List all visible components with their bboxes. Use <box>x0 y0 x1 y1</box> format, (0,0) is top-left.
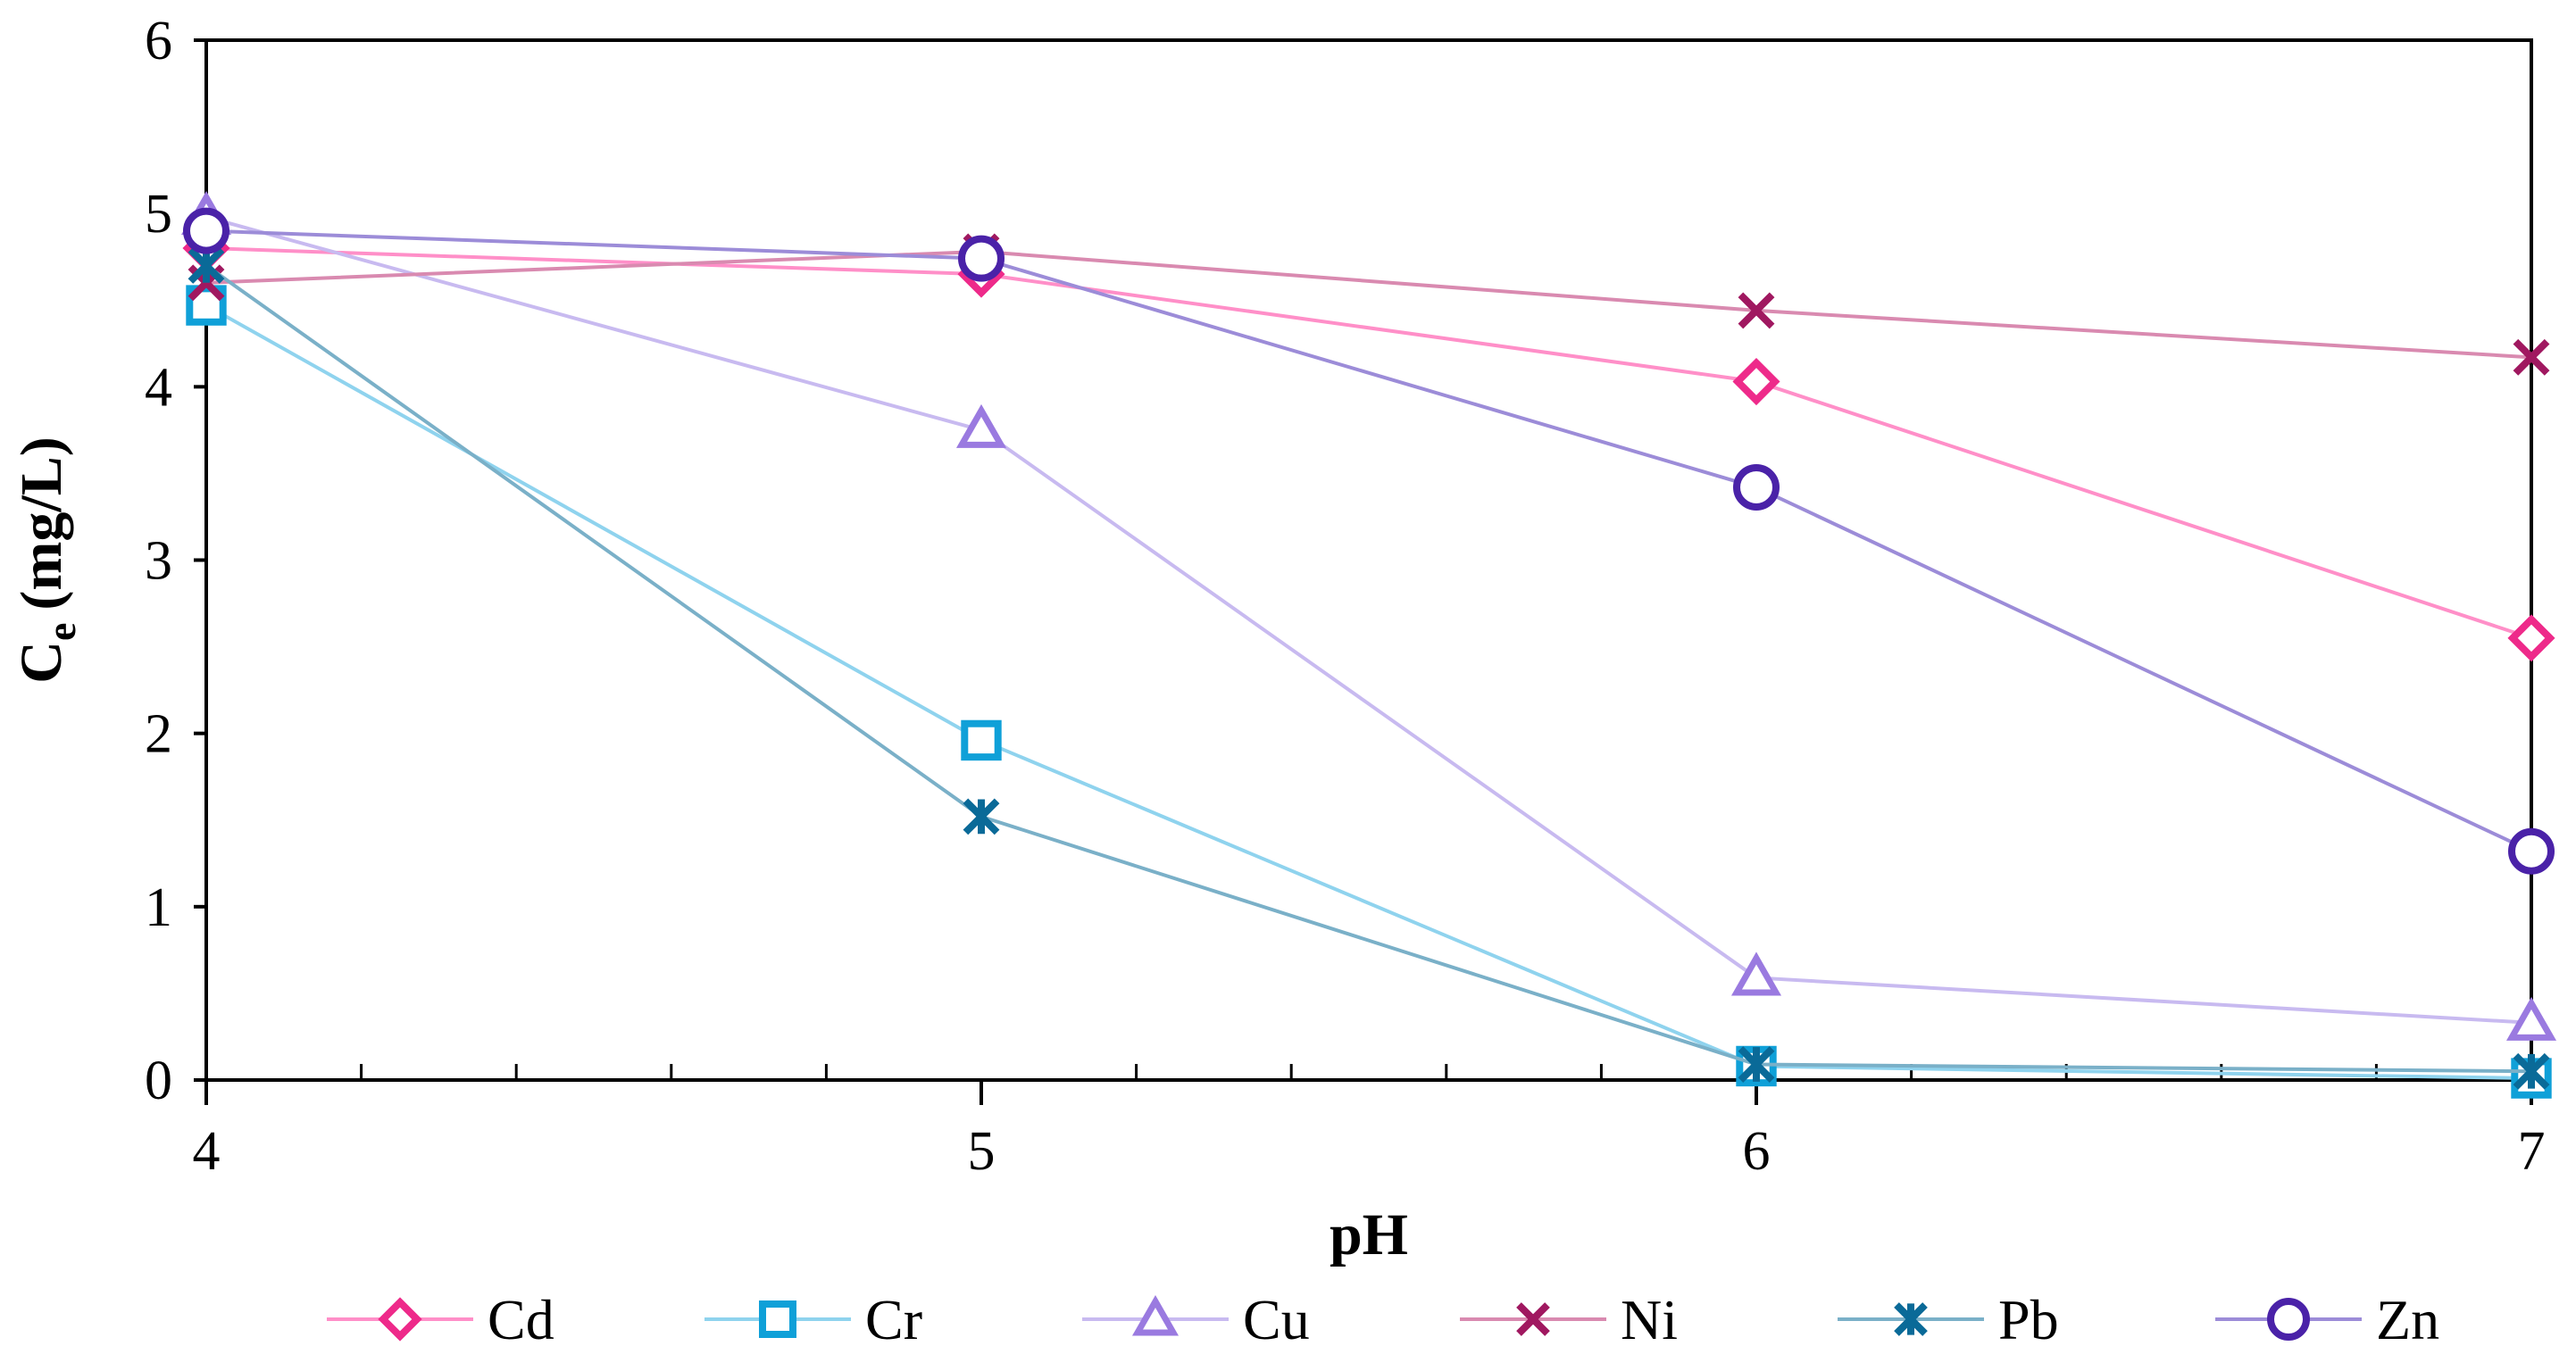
triangle-marker <box>1131 1294 1180 1336</box>
y-axis-title-subscript: e <box>38 623 84 641</box>
y-tick-label: 0 <box>145 1051 172 1111</box>
data-point-zn <box>1733 463 1780 511</box>
x-marker-stroke <box>1738 292 1775 329</box>
labels: pH Ce (mg/L) <box>9 436 1408 1267</box>
series-line-cu <box>205 215 2532 1025</box>
y-axis-title-main: C <box>9 641 74 684</box>
legend-item-cu: Cu <box>1082 1288 1310 1351</box>
diamond-marker <box>1732 357 1780 406</box>
triangle-marker <box>1730 951 1782 996</box>
diamond-marker <box>2507 614 2555 662</box>
data-point-zn <box>183 207 229 254</box>
series-line-cr <box>205 303 2532 1081</box>
data-point-pb <box>963 798 1000 835</box>
circle-marker <box>958 235 1005 282</box>
data-point-cd <box>2507 614 2555 662</box>
legend-item-zn: Zn <box>2215 1288 2439 1351</box>
data-point-zn <box>2508 827 2555 875</box>
legend-item-pb: Pb <box>1838 1288 2059 1351</box>
series-zn <box>183 207 2555 875</box>
circle-marker <box>2508 827 2555 875</box>
legend-item-cr: Cr <box>704 1288 922 1351</box>
data-point-ni <box>1738 292 1775 329</box>
series-line-pb <box>204 263 2532 1074</box>
legend-label-cd: Cd <box>488 1288 554 1351</box>
circle-marker <box>2267 1298 2310 1341</box>
diamond-marker <box>378 1297 422 1342</box>
data-point-cd <box>1732 357 1780 406</box>
legend-marker-cd <box>378 1297 422 1342</box>
series-line-zn <box>205 228 2532 853</box>
axes: 0 1 2 3 4 5 6 4 5 6 7 <box>145 11 2546 1182</box>
x-tick-label: 4 <box>193 1121 221 1182</box>
x-tick-label: 5 <box>968 1121 996 1182</box>
y-axis-title-unit: (mg/L) <box>9 436 74 610</box>
y-tick-label: 2 <box>145 704 172 765</box>
y-tick-label: 5 <box>145 184 172 245</box>
legend-label-ni: Ni <box>1621 1288 1678 1351</box>
legend-label-cr: Cr <box>865 1288 922 1351</box>
series-line-ni <box>205 249 2532 360</box>
y-tick-label: 6 <box>145 11 172 71</box>
circle-marker <box>1733 463 1780 511</box>
data-point-pb <box>1738 1046 1775 1083</box>
x-tick-label: 7 <box>2518 1121 2546 1182</box>
series-pb <box>188 246 2550 1090</box>
series-layer <box>180 190 2557 1099</box>
legend-marker-cr <box>759 1300 796 1338</box>
data-point-cu <box>955 403 1007 448</box>
legend-marker-zn <box>2267 1298 2310 1341</box>
series-ni <box>188 233 2550 376</box>
data-point-cu <box>2505 996 2557 1041</box>
legend-item-ni: Ni <box>1460 1288 1678 1351</box>
data-point-cu <box>1730 951 1782 996</box>
y-tick-label: 4 <box>145 357 172 418</box>
series-cd <box>182 224 2555 662</box>
x-marker-stroke <box>1516 1302 1550 1336</box>
data-point-pb <box>2513 1052 2550 1090</box>
triangle-marker <box>955 403 1007 448</box>
legend-item-cd: Cd <box>327 1288 554 1351</box>
legend-marker-pb <box>1894 1302 1928 1336</box>
legend: Cd Cr Cu Ni Pb Zn <box>327 1288 2439 1351</box>
series-cu <box>180 190 2557 1041</box>
x-axis-title: pH <box>1330 1202 1408 1267</box>
legend-label-cu: Cu <box>1243 1288 1310 1351</box>
square-marker <box>961 719 1002 761</box>
y-axis-title: Ce (mg/L) <box>9 436 84 683</box>
triangle-marker <box>2505 996 2557 1041</box>
legend-marker-ni <box>1516 1302 1550 1336</box>
y-tick-label: 3 <box>145 531 172 592</box>
data-point-ni <box>2513 338 2550 376</box>
x-tick-label: 6 <box>1743 1121 1771 1182</box>
data-point-zn <box>958 235 1005 282</box>
circle-marker <box>183 207 229 254</box>
y-tick-label: 1 <box>145 877 172 938</box>
legend-label-pb: Pb <box>1998 1288 2059 1351</box>
plot-frame <box>204 38 2533 1082</box>
series-line-cd <box>205 246 2532 640</box>
legend-label-zn: Zn <box>2376 1288 2439 1351</box>
legend-marker-cu <box>1131 1294 1180 1336</box>
square-marker <box>759 1300 796 1338</box>
x-marker-stroke <box>2513 338 2550 376</box>
data-point-cr <box>961 719 1002 761</box>
